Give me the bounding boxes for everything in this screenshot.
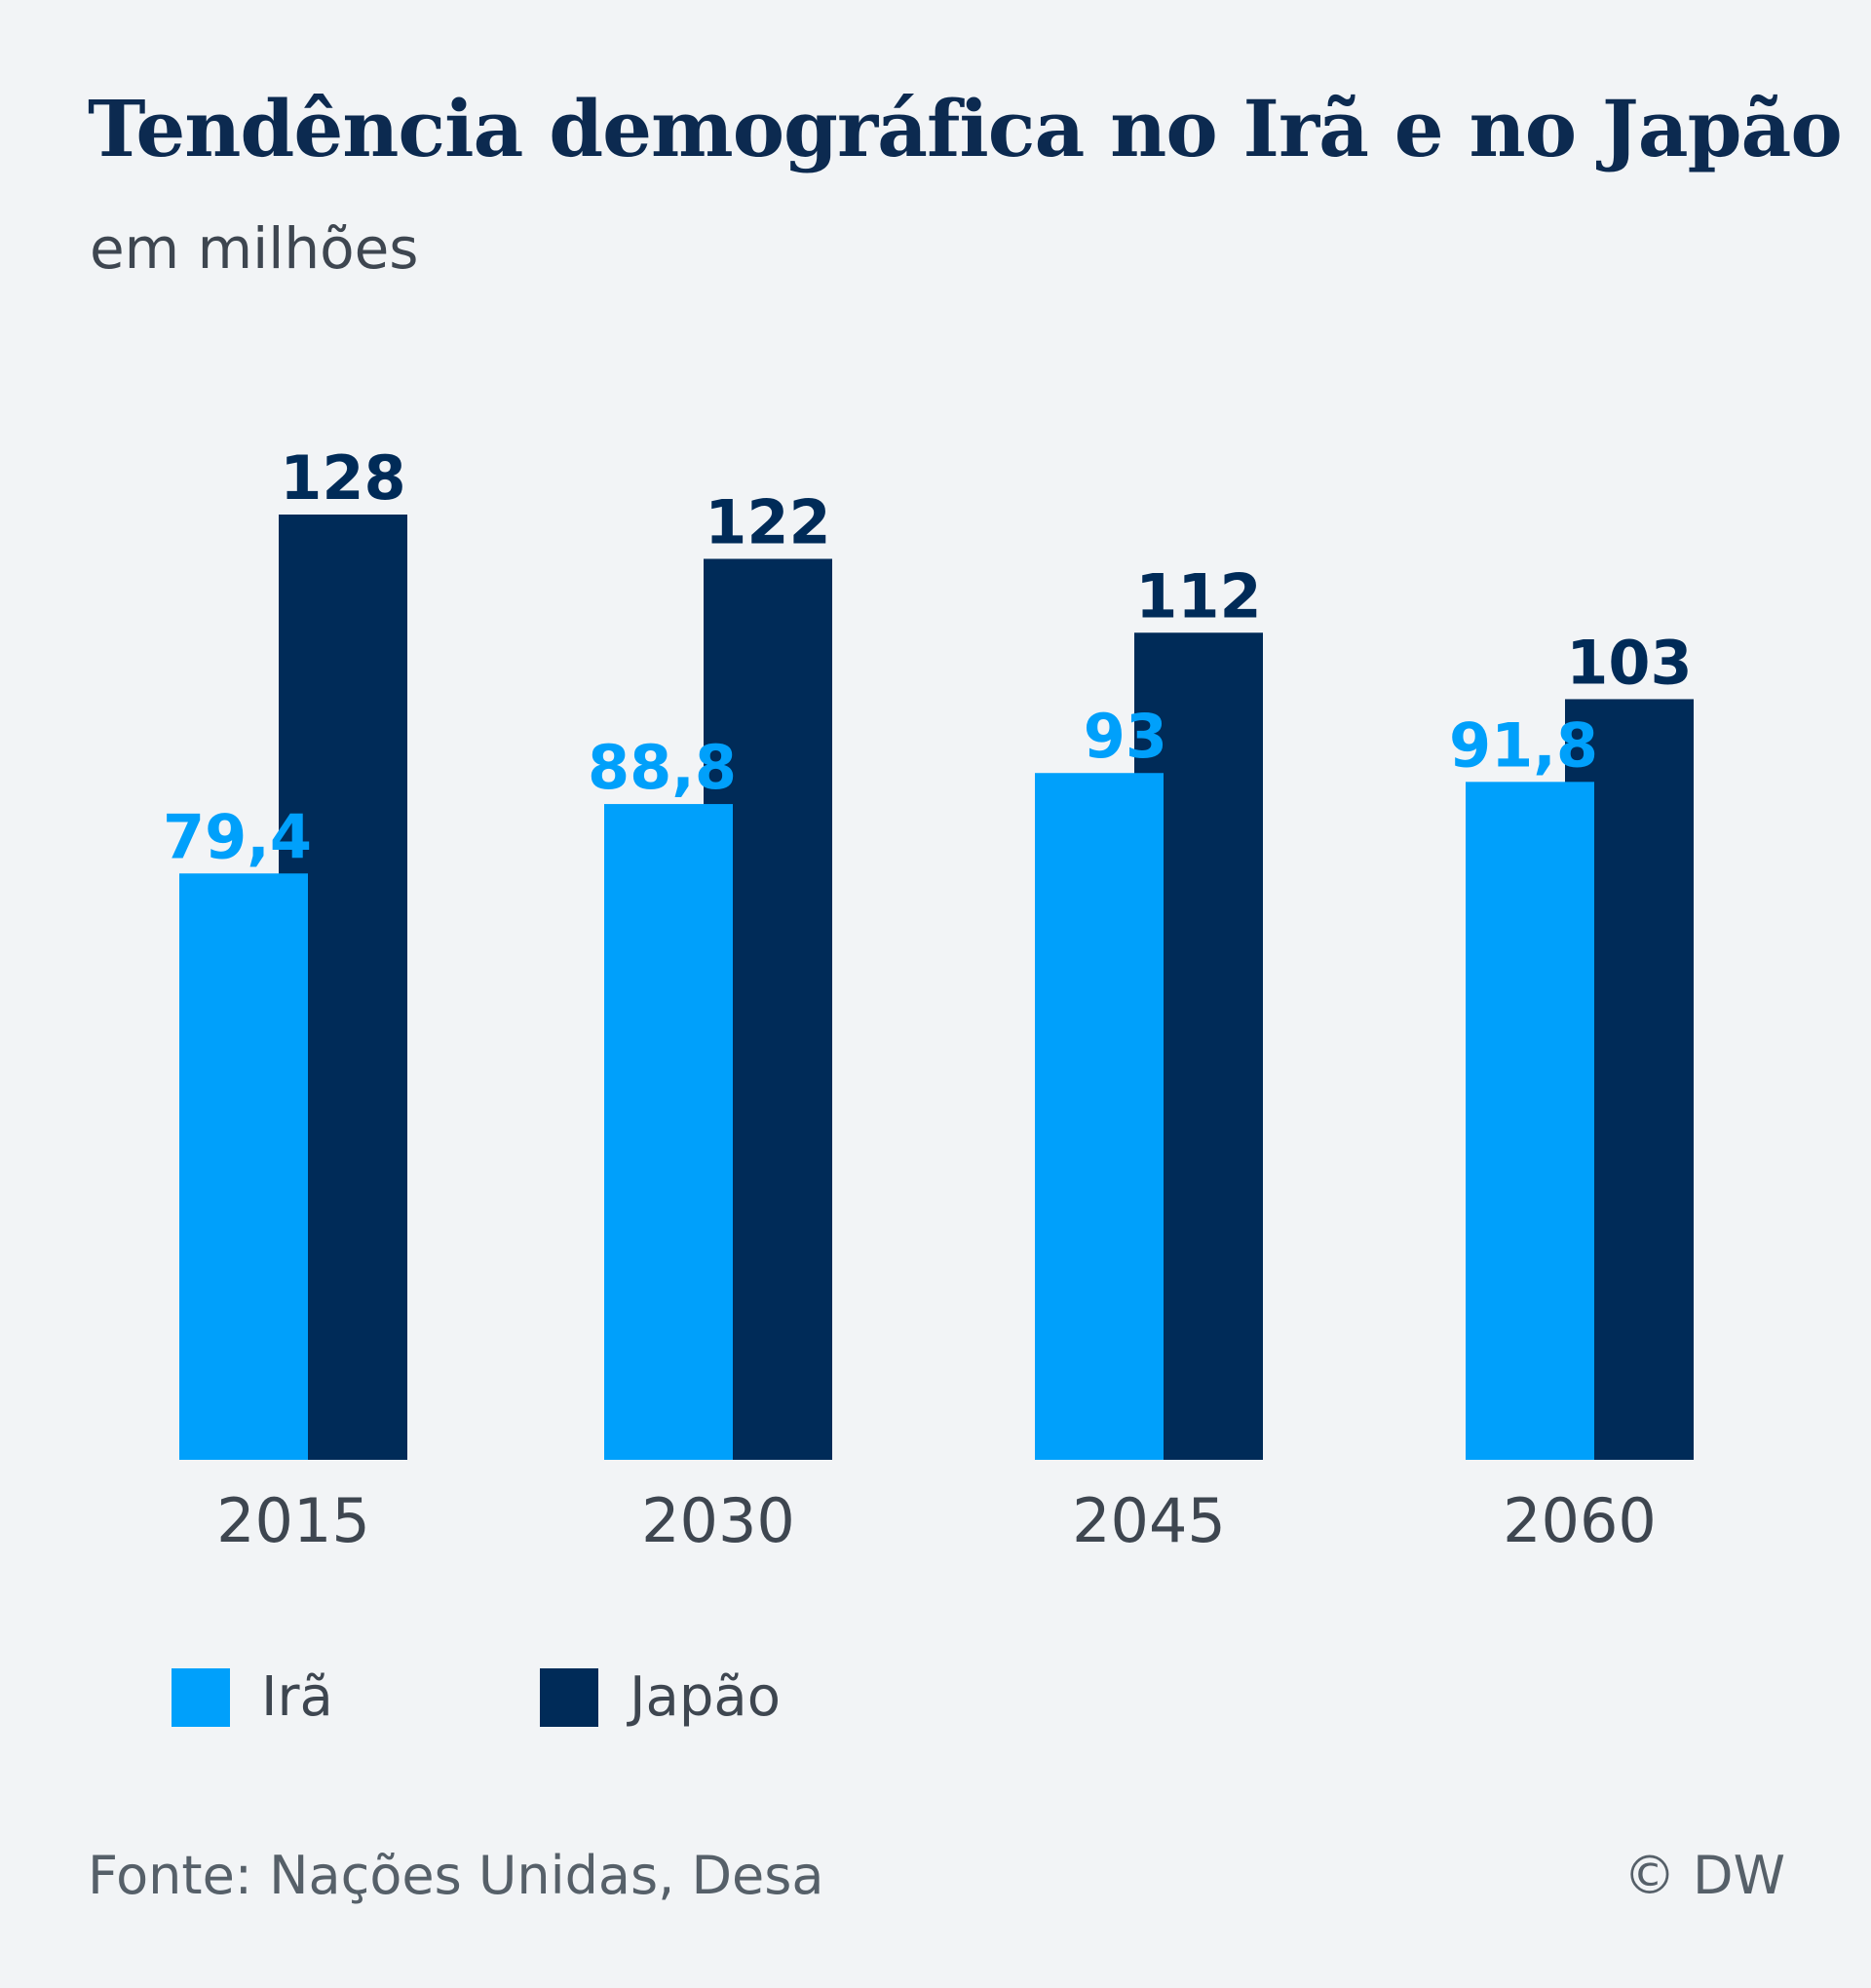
value-label-japao-2030: 122	[705, 486, 830, 557]
chart-subtitle: em milhões	[90, 215, 419, 282]
value-label-ira-2045: 93	[1084, 701, 1167, 772]
legend-label-japao: Japão	[630, 1665, 781, 1729]
value-label-japao-2060: 103	[1566, 627, 1692, 698]
x-tick-label-2045: 2045	[1072, 1485, 1226, 1556]
x-tick-label-2030: 2030	[641, 1485, 795, 1556]
value-label-ira-2030: 88,8	[588, 732, 737, 803]
legend-swatch-japao	[540, 1668, 598, 1727]
x-tick-label-2015: 2015	[216, 1485, 370, 1556]
value-label-japao-2045: 112	[1135, 560, 1261, 631]
x-tick-label-2060: 2060	[1503, 1485, 1657, 1556]
bar-ira-2045	[1035, 773, 1164, 1460]
value-label-ira-2060: 91,8	[1449, 709, 1598, 781]
legend-label-ira: Irã	[261, 1665, 333, 1729]
bar-ira-2060	[1466, 782, 1594, 1460]
value-label-japao-2015: 128	[280, 442, 405, 514]
credit-note: © DW	[1623, 1845, 1785, 1906]
source-note: Fonte: Nações Unidas, Desa	[88, 1845, 824, 1906]
bar-ira-2015	[179, 873, 308, 1460]
chart-title: Tendência demográfica no Irã e no Japão	[88, 83, 1843, 174]
value-label-ira-2015: 79,4	[163, 801, 312, 872]
legend-swatch-ira	[172, 1668, 230, 1727]
bar-ira-2030	[604, 804, 733, 1460]
